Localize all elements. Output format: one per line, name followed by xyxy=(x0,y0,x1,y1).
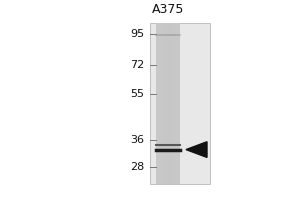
Bar xyxy=(162,23,163,184)
Text: A375: A375 xyxy=(152,3,184,16)
Bar xyxy=(150,23,210,184)
Bar xyxy=(179,23,180,184)
Bar xyxy=(173,23,174,184)
Bar xyxy=(174,23,175,184)
Bar xyxy=(167,23,168,184)
Text: 55: 55 xyxy=(130,89,144,99)
Bar xyxy=(178,23,179,184)
Bar xyxy=(161,23,162,184)
Bar xyxy=(163,23,164,184)
Bar xyxy=(157,23,158,184)
Bar xyxy=(164,23,166,184)
Bar xyxy=(168,23,169,184)
Text: 72: 72 xyxy=(130,60,144,70)
Bar xyxy=(160,23,161,184)
Bar xyxy=(175,23,176,184)
Bar xyxy=(156,23,157,184)
Polygon shape xyxy=(186,142,207,157)
Text: 28: 28 xyxy=(130,162,144,172)
Text: 95: 95 xyxy=(130,29,144,39)
Bar xyxy=(172,23,173,184)
Text: 36: 36 xyxy=(130,135,144,145)
Bar xyxy=(169,23,170,184)
Bar xyxy=(170,23,172,184)
Bar xyxy=(176,23,178,184)
Bar xyxy=(166,23,167,184)
Bar xyxy=(158,23,160,184)
Bar xyxy=(156,23,180,184)
